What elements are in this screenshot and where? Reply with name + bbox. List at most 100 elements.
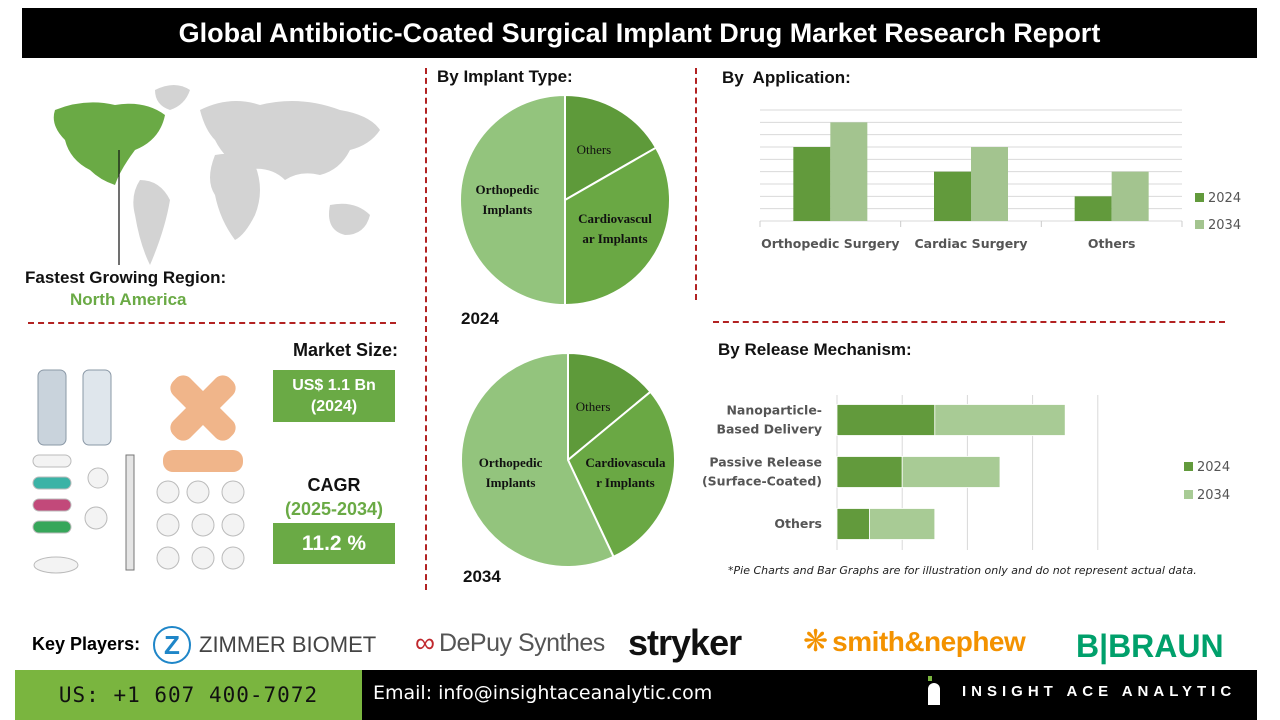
pie-slice-label: Others xyxy=(577,142,612,157)
pill-icon xyxy=(191,546,215,570)
market-size-box: US$ 1.1 Bn (2024) xyxy=(273,370,395,422)
pill-icon xyxy=(221,480,245,504)
release-mechanism-bar-chart: Nanoparticle- Based Delivery Passive Relea… xyxy=(702,395,1230,550)
north-america-shape xyxy=(53,102,165,185)
market-size-value: US$ 1.1 Bn xyxy=(292,377,376,394)
pill-icon xyxy=(186,480,210,504)
vial-icon xyxy=(37,369,67,446)
pie-slice-label: r Implants xyxy=(596,475,655,490)
insight-ace-logo-icon xyxy=(928,676,942,706)
pie-slice xyxy=(567,351,652,463)
region-label: Fastest Growing Region: xyxy=(25,268,227,287)
category-label: Based Delivery xyxy=(716,422,822,437)
logo-smith-nephew: ❋ smith&nephew xyxy=(803,625,1026,658)
bar-2034 xyxy=(830,122,868,221)
bar-2024 xyxy=(1074,196,1112,221)
pie-slice-label: Others xyxy=(576,399,611,414)
legend-label: 2034 xyxy=(1208,218,1241,233)
bar-2024 xyxy=(793,147,831,221)
cagr-period: (2025-2034) xyxy=(284,499,384,519)
bar-2034 xyxy=(934,404,1066,436)
pill-icon xyxy=(84,506,108,530)
pie-slice-label: Orthopedic xyxy=(475,182,539,197)
pie-slice xyxy=(564,146,671,307)
pie-slice-label: Orthopedic xyxy=(479,455,543,470)
capsule-icon xyxy=(32,454,72,468)
implant-type-title: By Implant Type: xyxy=(437,67,573,86)
bar-2024 xyxy=(836,404,936,436)
pill-icon xyxy=(156,480,180,504)
south-america-shape xyxy=(133,180,170,265)
pie-slice-label: Implants xyxy=(482,202,532,217)
report-title: Global Antibiotic-Coated Surgical Implan… xyxy=(22,8,1257,58)
divider xyxy=(713,321,1225,323)
bar-2024 xyxy=(836,508,870,540)
australia-shape xyxy=(329,203,370,235)
legend-swatch xyxy=(1195,220,1204,229)
footer-bar: Email: info@insightaceanalytic.com INSIG… xyxy=(362,670,1257,720)
category-label: Cardiac Surgery xyxy=(914,236,1027,251)
vial-icon xyxy=(82,369,112,446)
pill-icon xyxy=(156,513,180,537)
logo-stryker: stryker xyxy=(628,622,742,663)
depuy-ribbon-icon: ∞ xyxy=(415,627,435,658)
category-label: (Surface-Coated) xyxy=(702,474,822,489)
pie-slice-label: ar Implants xyxy=(582,231,647,246)
pill-icon xyxy=(87,467,109,489)
bar-2024 xyxy=(934,171,971,221)
legend-swatch xyxy=(1184,462,1193,471)
market-size-label: Market Size: xyxy=(292,340,398,360)
pie-year-2024: 2024 xyxy=(461,309,499,328)
region-value: North America xyxy=(70,290,187,309)
application-title: By Application: xyxy=(722,68,851,87)
capsule-icon xyxy=(32,476,72,490)
key-players-label: Key Players: xyxy=(32,634,141,654)
smith-nephew-star-icon: ❋ xyxy=(803,625,829,658)
logo-b-braun: B|BRAUN xyxy=(1076,628,1224,664)
legend-label: 2034 xyxy=(1197,488,1230,503)
phone-number: US: +1 607 400-7072 xyxy=(15,670,362,720)
world-map xyxy=(53,85,380,265)
category-label: Passive Release xyxy=(709,455,822,470)
cagr-value: 11.2 % xyxy=(273,523,395,564)
bandage-icon xyxy=(163,450,243,472)
pill-icon xyxy=(221,546,245,570)
pie-slice-label: Implants xyxy=(486,475,536,490)
capsule-icon xyxy=(32,498,72,512)
pill-icon xyxy=(33,556,79,574)
pill-icon xyxy=(221,513,245,537)
pill-icon xyxy=(156,546,180,570)
pie-year-2034: 2034 xyxy=(463,567,501,586)
greenland-shape xyxy=(155,85,190,110)
bar-2034 xyxy=(971,147,1008,221)
capsule-icon xyxy=(32,520,72,534)
market-size-year: (2024) xyxy=(310,398,358,415)
pill-icon xyxy=(191,513,215,537)
release-mechanism-title: By Release Mechanism: xyxy=(718,340,912,359)
legend-label: 2024 xyxy=(1197,460,1230,475)
cagr-label: CAGR xyxy=(307,475,361,495)
application-bar-chart: Orthopedic Surgery Cardiac Surgery Others 2… xyxy=(759,109,1241,251)
email-address: Email: info@insightaceanalytic.com xyxy=(373,682,713,704)
bar-2034 xyxy=(901,456,1001,488)
divider xyxy=(425,68,427,590)
legend-swatch xyxy=(1184,490,1193,499)
implant-type-pie-2034: Others Cardiovascula r Implants Orthopedic I… xyxy=(460,351,676,568)
bar-2034 xyxy=(1111,171,1149,221)
implant-type-pie-2024: Others Cardiovascul ar Implants Orthopedic I… xyxy=(459,93,671,307)
syringe-icon xyxy=(125,454,135,571)
footnote: *Pie Charts and Bar Graphs are for illus… xyxy=(728,564,1197,577)
pie-slice-label: Cardiovascul xyxy=(578,211,652,226)
divider xyxy=(695,68,697,300)
pie-slice xyxy=(564,93,658,202)
category-label: Nanoparticle- xyxy=(726,403,822,418)
legend-label: 2024 xyxy=(1208,191,1241,206)
category-label: Orthopedic Surgery xyxy=(761,236,899,251)
pie-slice xyxy=(459,93,566,307)
africa-shape xyxy=(210,153,260,240)
logo-depuy-synthes: ∞ DePuy Synthes xyxy=(415,627,605,658)
bar-2034 xyxy=(869,508,936,540)
bar-2024 xyxy=(836,456,903,488)
pie-slice-label: Cardiovascula xyxy=(585,455,666,470)
pie-slice xyxy=(460,351,615,568)
